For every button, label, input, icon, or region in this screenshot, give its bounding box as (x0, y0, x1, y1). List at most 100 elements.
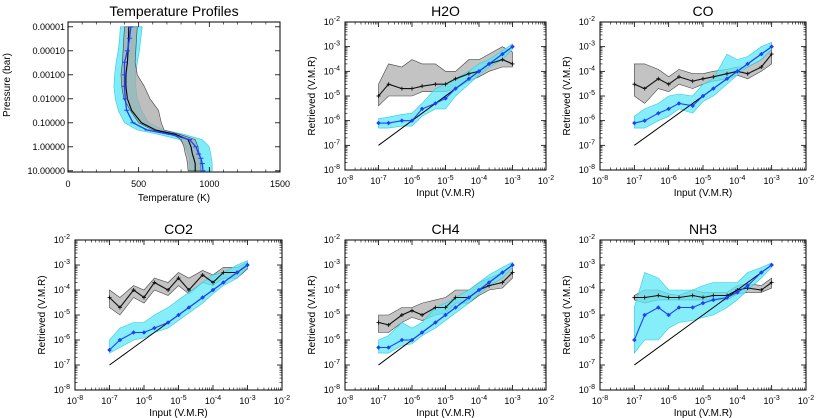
x-tick-label: 10-4 (471, 175, 487, 186)
x-tick-label: 1500 (270, 179, 290, 189)
cyan_range-band (633, 262, 773, 354)
x-tick-label: 10-7 (101, 395, 117, 406)
gray-point (666, 82, 671, 87)
y-tick-label: 10-4 (54, 284, 70, 295)
gray-point (386, 322, 391, 327)
gray-point (443, 305, 448, 310)
input-profile-line (125, 26, 196, 171)
blue-point (710, 297, 716, 303)
x-tick-label: 10-3 (764, 175, 780, 186)
x-tick-label: 10-8 (592, 175, 608, 186)
blue-point (745, 61, 751, 67)
x-tick-label: 10-4 (205, 395, 221, 406)
x-tick-label: 10-5 (170, 395, 186, 406)
gray-point (500, 57, 505, 62)
gray-point (453, 295, 458, 300)
y-tick-label: 10-6 (324, 334, 340, 345)
y-tick-label: 10-4 (579, 65, 595, 76)
panel-h2o: H2O 10-810-8 10-7 10-7 10-6 10-6 10-5 10-5 10-4 1… (307, 3, 554, 199)
panel-title: CO2 (164, 221, 193, 237)
gray_range-band (378, 264, 513, 333)
y-tick-label: 10-6 (579, 334, 595, 345)
y-tick-label: 10-7 (324, 359, 340, 370)
blue-point (690, 305, 696, 310)
panel-title: H2O (431, 3, 460, 19)
x-tick-label: 10-5 (437, 175, 453, 186)
blue-point (443, 312, 448, 318)
blue-point (200, 295, 205, 300)
gray-point (769, 52, 774, 57)
gray-point (176, 276, 181, 281)
blue-point (476, 68, 482, 74)
blue-point (745, 283, 751, 288)
blue-point (500, 270, 505, 275)
x-tick-label: 10-6 (404, 395, 420, 406)
x-tick-label: 0 (65, 179, 70, 189)
x-tick-label: 10-3 (764, 395, 780, 406)
gray-point (186, 288, 191, 292)
panel-title: NH3 (689, 221, 717, 237)
x-tick-label: 500 (131, 179, 146, 189)
blue-point (210, 287, 216, 293)
blue-point (655, 305, 661, 310)
y-tick-label: 1.00000 (32, 142, 65, 152)
x-tick-label: 10-8 (337, 395, 353, 406)
y-tick-label: 10-3 (324, 259, 340, 270)
y-tick-label: 10-7 (324, 139, 340, 150)
x-axis-label: Input (V.M.R) (149, 408, 208, 418)
y-tick-label: 10-2 (324, 16, 340, 27)
gray-point (453, 76, 458, 81)
x-tick-label: 10-7 (370, 175, 386, 186)
x-tick-label: 1000 (199, 179, 219, 189)
y-tick-label: 10-8 (579, 384, 595, 395)
gray-point (677, 295, 682, 300)
blue-point (376, 120, 381, 126)
gray-point (433, 82, 438, 87)
y-tick-label: 10-5 (579, 309, 595, 320)
x-tick-label: 10-3 (504, 395, 520, 406)
blue-point (165, 320, 171, 325)
gray-point (666, 295, 671, 300)
gray-point (107, 295, 112, 300)
gray-point (769, 280, 774, 285)
input-range-band (120, 26, 202, 172)
blue-point (710, 86, 716, 91)
y-axis-label: Retrieved (V.M.R) (562, 275, 573, 354)
y-tick-label: 10-5 (324, 90, 340, 101)
gray-point (690, 293, 695, 298)
gray-point (386, 82, 391, 87)
y-tick-label: 10-8 (324, 164, 340, 175)
blue-point (433, 320, 438, 325)
panel-nh3: NH3 10-810-8 10-7 10-7 10-6 10-6 10-5 10-5 10-4 1… (562, 221, 814, 418)
gray-point (701, 76, 705, 81)
gray-point (376, 94, 381, 98)
blue-point (642, 118, 648, 124)
gray-point (711, 74, 716, 79)
gray-point (410, 86, 414, 91)
blue-point (769, 262, 775, 268)
x-tick-label: 10-2 (798, 175, 814, 186)
gray-point (211, 280, 215, 285)
gray-point (166, 288, 171, 292)
x-tick-label: 10-6 (661, 395, 677, 406)
y-axis-label: Retrieved (V.M.R) (562, 56, 573, 135)
y-tick-label: 10-3 (579, 41, 595, 52)
plot-frame (67, 21, 281, 173)
x-tick-label: 10-5 (695, 395, 711, 406)
gray-point (500, 280, 505, 285)
x-tick-label: 10-2 (274, 395, 290, 406)
x-axis-label: Input (V.M.R) (416, 188, 475, 199)
x-axis-label: Temperature (K) (138, 193, 210, 204)
blue-point (676, 101, 682, 106)
blue-point (510, 262, 515, 268)
gray-point (420, 84, 425, 89)
blue-point (376, 345, 381, 350)
gray-point (632, 82, 637, 87)
y-tick-label: 10-8 (324, 384, 340, 395)
x-tick-label: 10-3 (504, 175, 520, 186)
y-tick-label: 10-7 (579, 359, 595, 370)
gray-point (724, 71, 729, 76)
blue-point (700, 93, 706, 99)
blue-point (433, 101, 438, 106)
